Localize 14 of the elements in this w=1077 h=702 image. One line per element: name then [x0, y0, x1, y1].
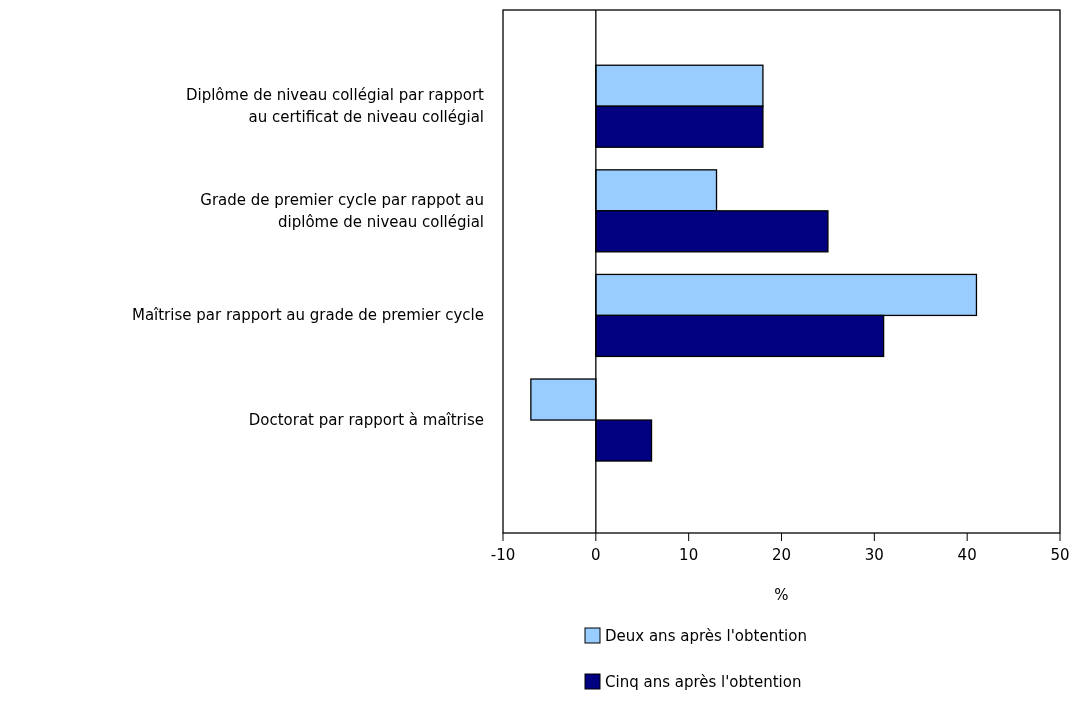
x-tick-label: 20 [771, 546, 792, 564]
y-tick-label: Doctorat par rapport à maîtrise [248, 411, 484, 430]
x-tick-label: 30 [864, 546, 884, 564]
x-tick-label: 40 [957, 546, 977, 564]
y-tick-label: Diplôme de niveau collégial par rapport au certificat de niveau collégial [185, 86, 485, 127]
legend-label: Deux ans après l'obtention [605, 627, 807, 645]
x-tick-label: 10 [679, 546, 699, 564]
x-tick-label: -10 [490, 546, 516, 564]
x-tick-label: 0 [591, 546, 601, 564]
x-axis-title: % [774, 586, 789, 604]
legend-label: Cinq ans après l'obtention [605, 673, 802, 691]
y-tick-label: Maîtrise par rapport au grade de premier cycle [131, 306, 484, 325]
y-tick-label: Grade de premier cycle par rappot au diplôme de niveau collégial [200, 190, 484, 231]
x-tick-label: 50 [1050, 546, 1070, 564]
